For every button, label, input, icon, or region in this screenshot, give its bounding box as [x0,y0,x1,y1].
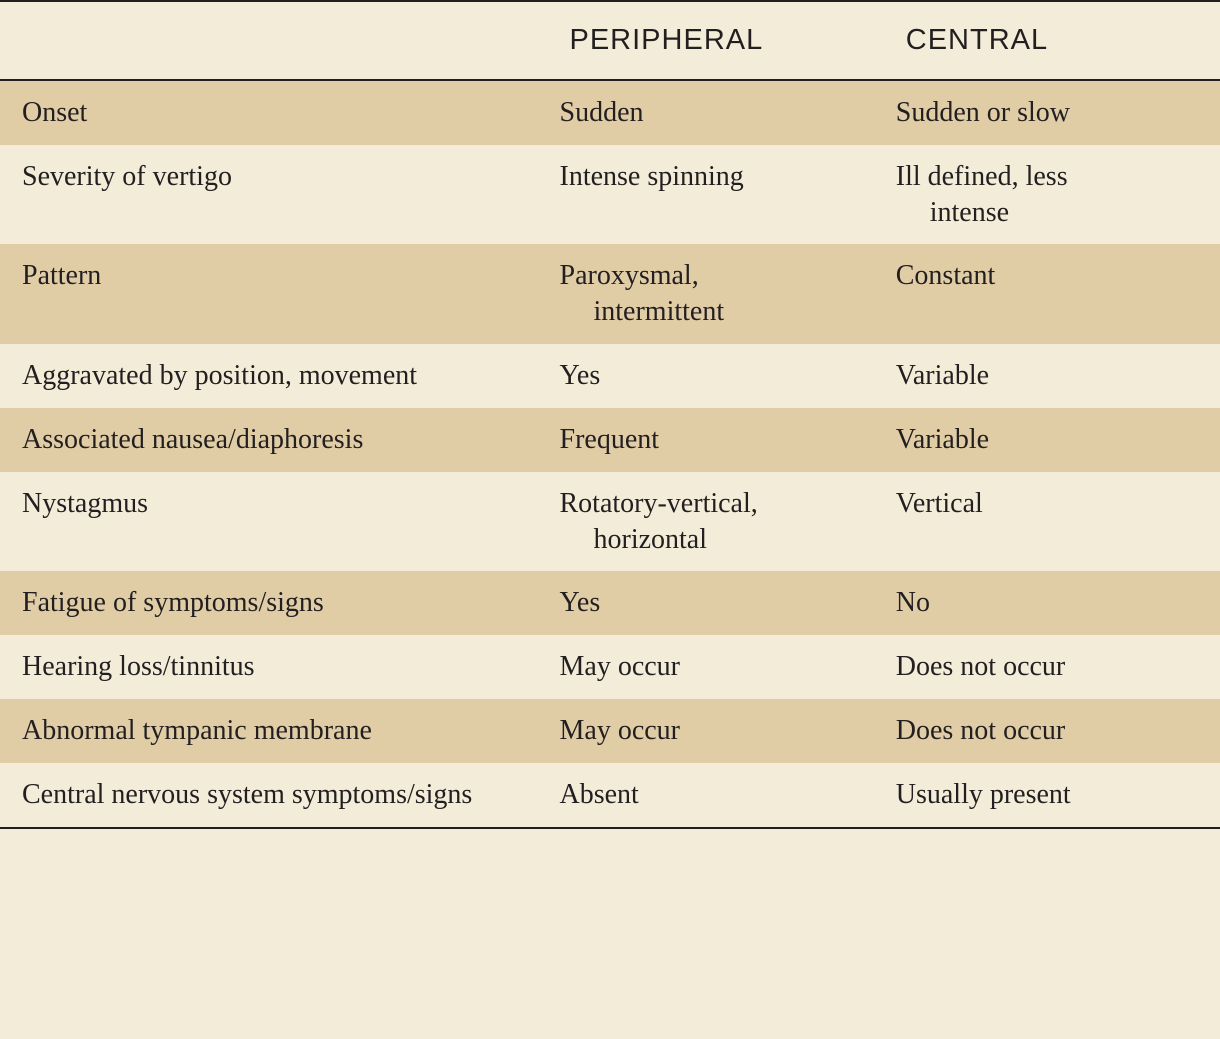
table-row: Onset Sudden Sudden or slow [0,80,1220,145]
row-central: Vertical [884,472,1220,572]
row-central: Constant [884,244,1220,344]
header-peripheral: PERIPHERAL [548,1,884,80]
row-central: Does not occur [884,699,1220,763]
row-peripheral: May occur [548,635,884,699]
row-label: Nystagmus [0,472,548,572]
row-label: Central nervous system symptoms/signs [0,763,548,828]
row-peripheral: Paroxysmal, intermittent [548,244,884,344]
table-row: Hearing loss/tinnitus May occur Does not… [0,635,1220,699]
row-central: Does not occur [884,635,1220,699]
table-row: Aggravated by position, movement Yes Var… [0,344,1220,408]
row-peripheral: Absent [548,763,884,828]
row-peripheral: May occur [548,699,884,763]
header-blank [0,1,548,80]
row-central: No [884,571,1220,635]
row-central: Variable [884,344,1220,408]
table-row: Central nervous system symptoms/signs Ab… [0,763,1220,828]
row-label: Onset [0,80,548,145]
row-label: Severity of vertigo [0,145,548,245]
row-peripheral: Yes [548,344,884,408]
row-label: Abnormal tympanic membrane [0,699,548,763]
row-peripheral: Frequent [548,408,884,472]
row-central: Sudden or slow [884,80,1220,145]
row-label: Hearing loss/tinnitus [0,635,548,699]
table-row: Pattern Paroxysmal, intermittent Constan… [0,244,1220,344]
row-central: Variable [884,408,1220,472]
vertigo-comparison-table: PERIPHERAL CENTRAL Onset Sudden Sudden o… [0,0,1220,829]
row-peripheral: Intense spinning [548,145,884,245]
row-central: Ill defined, less intense [884,145,1220,245]
table-row: Abnormal tympanic membrane May occur Doe… [0,699,1220,763]
table-header-row: PERIPHERAL CENTRAL [0,1,1220,80]
table-row: Associated nausea/diaphoresis Frequent V… [0,408,1220,472]
table-row: Nystagmus Rotatory-vertical, horizontal … [0,472,1220,572]
row-peripheral: Yes [548,571,884,635]
row-label: Pattern [0,244,548,344]
row-label: Associated nausea/diaphoresis [0,408,548,472]
row-label: Fatigue of symptoms/signs [0,571,548,635]
row-central: Usually present [884,763,1220,828]
header-central: CENTRAL [884,1,1220,80]
row-label: Aggravated by position, movement [0,344,548,408]
table-row: Fatigue of symptoms/signs Yes No [0,571,1220,635]
row-peripheral: Rotatory-vertical, horizontal [548,472,884,572]
row-peripheral: Sudden [548,80,884,145]
table-row: Severity of vertigo Intense spinning Ill… [0,145,1220,245]
